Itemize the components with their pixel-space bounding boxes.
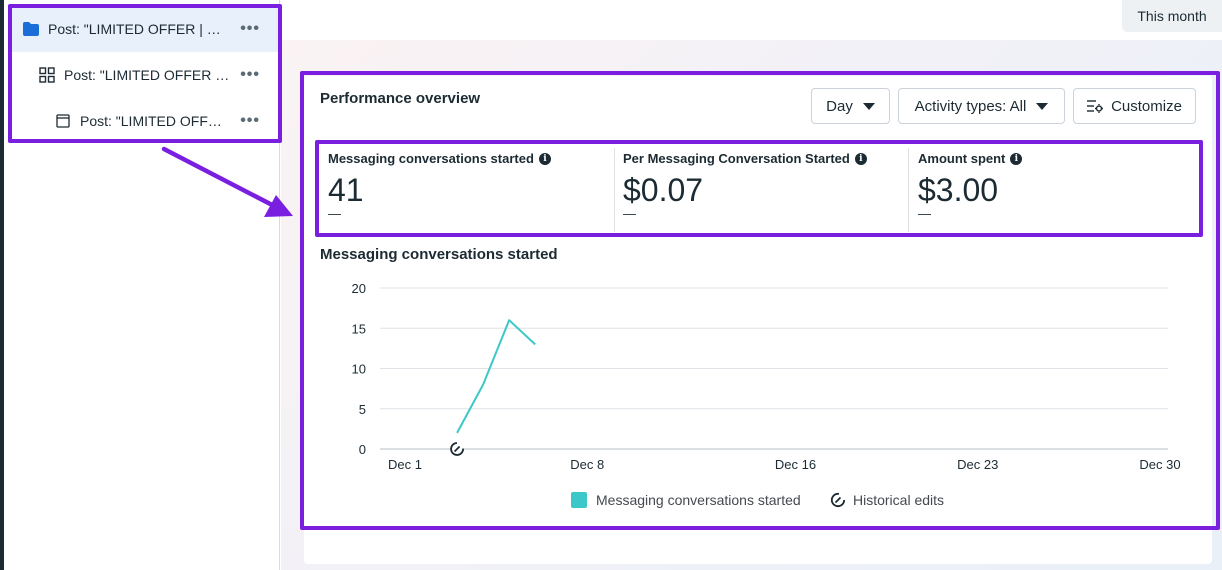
metric-value: 41 — [328, 172, 364, 208]
x-tick-label: Dec 16 — [775, 457, 816, 472]
legend-label: Historical edits — [853, 492, 945, 508]
performance-title: Performance overview — [320, 90, 481, 107]
folder-icon — [22, 20, 40, 38]
metric-title: Per Messaging Conversation Started i — [623, 151, 893, 166]
caret-down-icon — [862, 102, 875, 110]
selection-indicator — [8, 6, 11, 52]
metric-conversations[interactable]: Messaging conversations started i 41 — — [320, 144, 606, 232]
metric-divider — [908, 148, 909, 232]
metric-title-text: Messaging conversations started — [328, 151, 534, 166]
metric-cost-per-conversation[interactable]: Per Messaging Conversation Started i $0.0… — [615, 144, 901, 232]
sidebar-item-adset[interactable]: Post: "LIMITED OFFER | 3... ••• — [8, 52, 280, 98]
metric-delta: — — [623, 206, 636, 221]
y-tick-label: 5 — [359, 402, 366, 417]
legend-swatch — [571, 492, 587, 508]
date-range-button[interactable]: This month — [1122, 0, 1222, 32]
legend-label: Messaging conversations started — [596, 492, 801, 508]
y-tick-label: 0 — [359, 442, 366, 457]
customize-label: Customize — [1111, 97, 1182, 115]
x-tick-label: Dec 23 — [957, 457, 998, 472]
x-tick-label: Dec 30 — [1139, 457, 1180, 472]
more-options-icon[interactable]: ••• — [240, 66, 260, 83]
line-chart: 0 5 10 15 20 Dec 1 Dec 8 Dec 16 Dec 23 Dec 30 — [352, 281, 1181, 472]
series-line — [456, 319, 536, 434]
customize-button[interactable]: Customize — [1073, 88, 1196, 124]
info-icon[interactable]: i — [854, 152, 867, 165]
info-icon[interactable]: i — [1010, 152, 1023, 165]
metric-delta: — — [328, 206, 341, 221]
sidebar-item-label: Post: "LIMITED OFFER | 399... — [48, 21, 228, 37]
more-options-icon[interactable]: ••• — [240, 20, 260, 37]
sidebar-item-ad[interactable]: Post: "LIMITED OFFER ... ••• — [8, 98, 280, 144]
sidebar: Post: "LIMITED OFFER | 399... ••• Post: … — [4, 0, 280, 570]
activity-types-dropdown[interactable]: Activity types: All — [898, 88, 1065, 124]
ad-icon — [54, 112, 72, 130]
metric-value: $3.00 — [918, 172, 999, 208]
metric-amount-spent[interactable]: Amount spent i $3.00 — — [910, 144, 1196, 232]
x-tick-label: Dec 1 — [388, 457, 422, 472]
y-tick-label: 20 — [352, 281, 366, 296]
metric-title: Amount spent i — [918, 151, 1188, 166]
day-dropdown[interactable]: Day — [811, 88, 890, 124]
y-tick-label: 10 — [352, 362, 366, 377]
metric-delta: — — [918, 206, 931, 221]
y-tick-label: 15 — [352, 321, 366, 336]
info-icon[interactable]: i — [538, 152, 551, 165]
day-dropdown-label: Day — [826, 97, 853, 115]
activity-types-label: Activity types: All — [914, 97, 1027, 115]
caret-down-icon — [1036, 102, 1049, 110]
historical-edit-marker[interactable] — [450, 442, 464, 456]
metric-value: $0.07 — [623, 172, 704, 208]
annotation-arrow — [161, 146, 293, 217]
sidebar-item-campaign[interactable]: Post: "LIMITED OFFER | 399... ••• — [8, 6, 280, 52]
chart-legend: Messaging conversations started — [571, 490, 801, 510]
historical-edits-icon — [830, 492, 846, 508]
metric-title-text: Per Messaging Conversation Started — [623, 151, 850, 166]
metric-title: Messaging conversations started i — [328, 151, 598, 166]
customize-icon — [1087, 99, 1104, 113]
more-options-icon[interactable]: ••• — [240, 112, 260, 129]
chart-title: Messaging conversations started — [320, 246, 558, 263]
x-tick-label: Dec 8 — [570, 457, 604, 472]
sidebar-item-label: Post: "LIMITED OFFER ... — [80, 113, 230, 129]
window-edge — [0, 0, 4, 570]
sidebar-item-label: Post: "LIMITED OFFER | 3... — [64, 67, 230, 83]
metric-divider — [614, 148, 615, 232]
performance-card — [304, 76, 1212, 564]
chart-legend-historical: Historical edits — [830, 490, 944, 510]
grid-icon — [38, 66, 56, 84]
metric-title-text: Amount spent — [918, 151, 1006, 166]
